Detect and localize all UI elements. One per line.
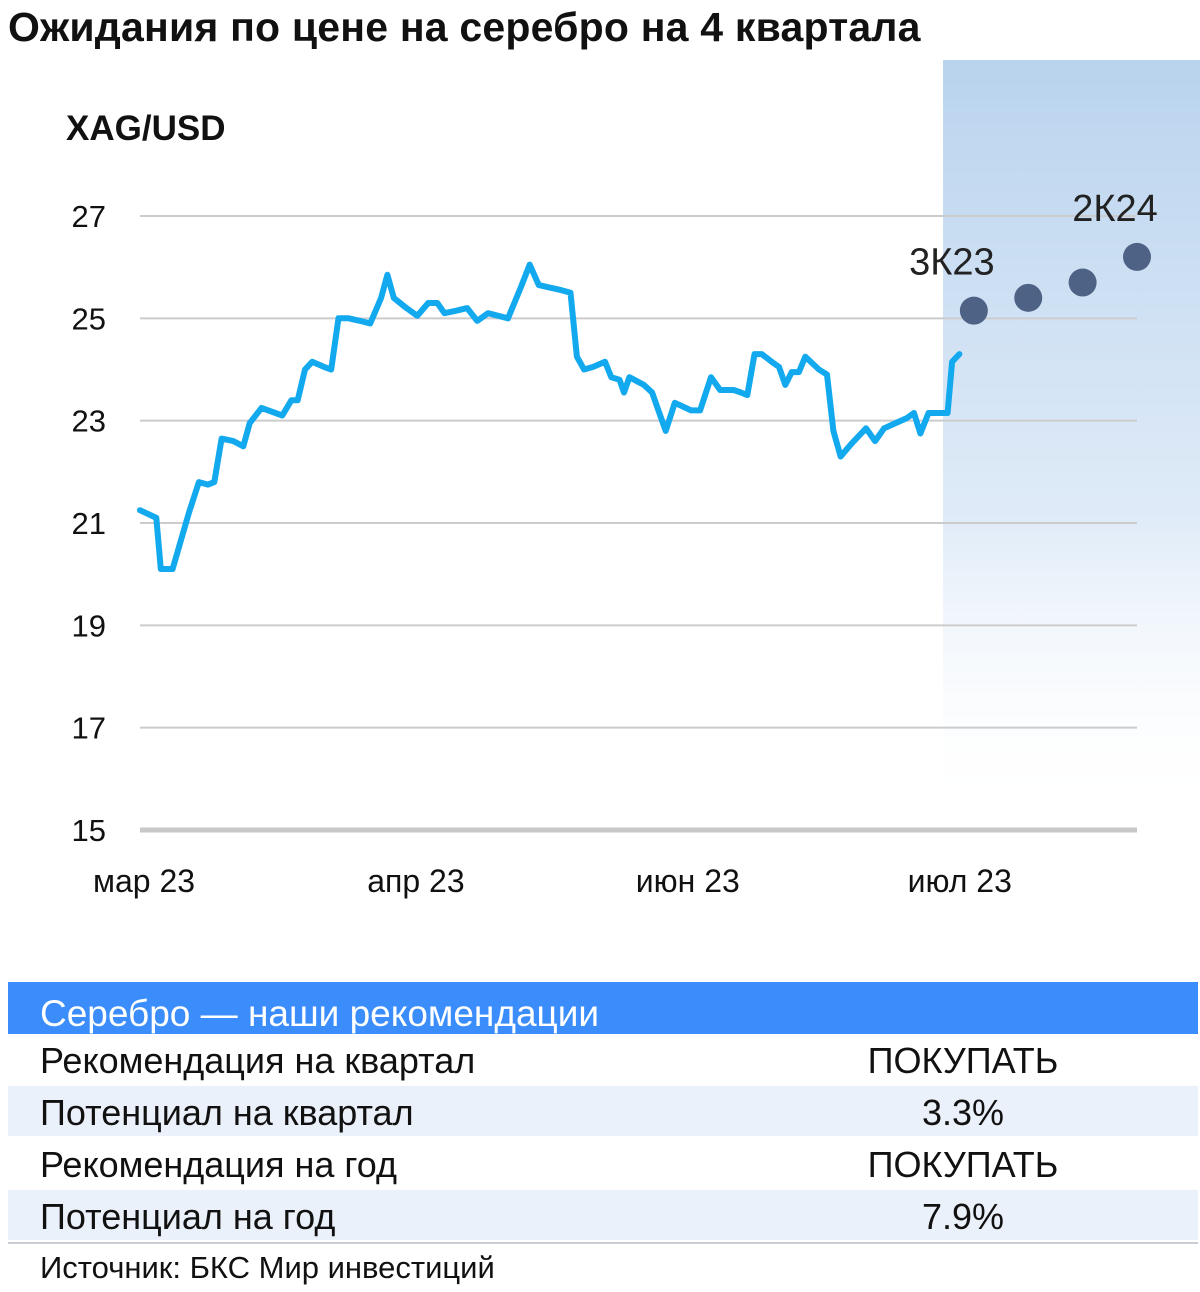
y-tick-label: 27 — [72, 199, 106, 234]
y-tick-label: 25 — [72, 301, 106, 336]
table-row: Рекомендация на квартал ПОКУПАТЬ — [8, 1034, 1198, 1086]
y-tick-label: 21 — [72, 506, 106, 541]
recommendations-table: Серебро — наши рекомендации Рекомендация… — [8, 982, 1198, 1244]
row-label: Рекомендация на год — [40, 1144, 398, 1185]
forecast-point-label: 3К23 — [909, 242, 995, 284]
y-tick-label: 23 — [72, 404, 106, 439]
forecast-region — [943, 60, 1200, 820]
row-value: 7.9% — [921, 1196, 1005, 1237]
table-row: Рекомендация на год ПОКУПАТЬ — [8, 1138, 1198, 1190]
table-header: Серебро — наши рекомендации — [8, 982, 1198, 1034]
forecast-point — [959, 296, 988, 325]
price-line — [137, 261, 963, 572]
y-tick-label: 15 — [72, 813, 106, 848]
y-tick-label: 19 — [72, 608, 106, 643]
row-value: ПОКУПАТЬ — [867, 1040, 1059, 1081]
y-tick-label: 17 — [72, 711, 106, 746]
row-value: ПОКУПАТЬ — [867, 1144, 1059, 1185]
x-tick-label: июл 23 — [908, 863, 1012, 899]
x-tick-label: апр 23 — [367, 863, 464, 899]
forecast-point — [1123, 242, 1151, 271]
forecast-point-label: 2К24 — [1072, 188, 1158, 230]
x-tick-label: июн 23 — [636, 863, 740, 899]
row-label: Потенциал на квартал — [40, 1092, 414, 1133]
forecast-point — [1068, 268, 1097, 297]
y-axis-label: XAG/USD — [66, 109, 225, 148]
x-tick-label: мар 23 — [93, 863, 195, 899]
chart-title: Ожидания по цене на серебро на 4 квартал… — [8, 4, 921, 50]
source-note: Источник: БКС Мир инвестиций — [40, 1250, 495, 1285]
row-value: 3.3% — [921, 1092, 1005, 1133]
row-label: Потенциал на год — [40, 1196, 336, 1237]
row-label: Рекомендация на квартал — [40, 1040, 476, 1081]
table-row: Потенциал на год 7.9% — [8, 1190, 1198, 1242]
forecast-point — [1014, 283, 1043, 312]
table-bottom-border — [8, 1242, 1198, 1244]
table-row: Потенциал на квартал 3.3% — [8, 1086, 1198, 1138]
